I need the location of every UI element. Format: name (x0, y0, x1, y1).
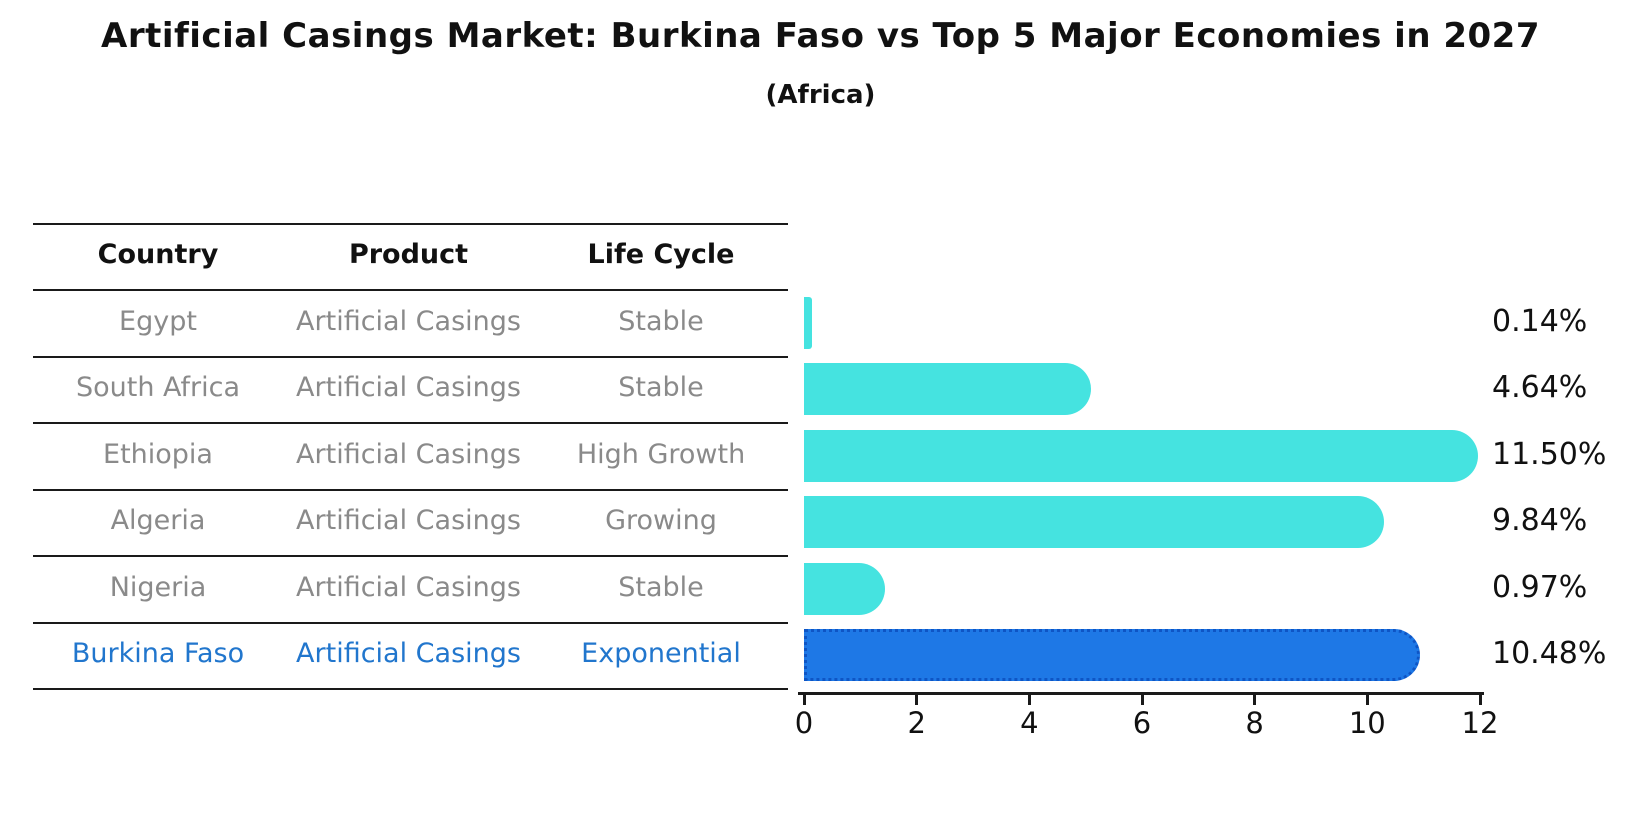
table-separator-line (33, 289, 788, 291)
bar (804, 363, 1092, 415)
table-header-row: Country Product Life Cycle (33, 239, 788, 270)
cell-country: Algeria (110, 505, 206, 536)
bar (804, 296, 812, 349)
table-row: Algeria Artificial Casings Growing (33, 505, 788, 536)
cell-country: Egypt (119, 305, 197, 337)
bar-highlighted (804, 629, 1421, 681)
x-axis-tick-mark (915, 695, 919, 705)
cell-country: Burkina Faso (71, 638, 245, 669)
value-label: 9.84% (1492, 503, 1588, 538)
cell-life-cycle: Stable (618, 372, 704, 403)
table-separator-line (33, 621, 788, 624)
chart-title: Artificial Casings Market: Burkina Faso … (101, 16, 1540, 56)
table-row: Egypt Artificial Casings Stable (33, 306, 788, 337)
x-axis-tick-label: 8 (1245, 706, 1264, 740)
x-axis-tick-label: 0 (794, 706, 814, 740)
bar (804, 562, 885, 615)
x-axis-tick-mark (1253, 695, 1257, 705)
table-row: Nigeria Artificial Casings Stable (33, 572, 788, 603)
column-header-life-cycle: Life Cycle (587, 239, 735, 270)
x-axis-tick-mark (1027, 695, 1031, 705)
table-separator-line (33, 488, 788, 491)
cell-product: Artificial Casings (296, 438, 521, 470)
table-separator-line (33, 555, 788, 557)
table-separator-line (33, 223, 788, 225)
cell-product: Artificial Casings (296, 638, 521, 669)
cell-life-cycle: Stable (618, 305, 704, 337)
x-axis-tick-mark (1365, 695, 1369, 705)
column-header-product: Product (348, 239, 469, 270)
value-label: 0.97% (1492, 569, 1588, 605)
table-separator-line (33, 355, 788, 358)
x-axis-tick-mark (1140, 695, 1144, 705)
cell-country: Ethiopia (103, 438, 213, 470)
bar (804, 429, 1478, 482)
cell-life-cycle: Exponential (581, 638, 741, 669)
cell-product: Artificial Casings (296, 305, 521, 337)
x-axis-tick-label: 4 (1020, 706, 1039, 740)
x-axis-line (798, 692, 1484, 695)
value-label: 4.64% (1492, 370, 1588, 405)
cell-product: Artificial Casings (296, 571, 521, 603)
cell-life-cycle: High Growth (576, 438, 746, 470)
x-axis-tick-label: 12 (1461, 706, 1499, 740)
x-axis-tick-mark (1478, 695, 1482, 705)
column-header-country: Country (97, 239, 219, 270)
x-axis-tick-label: 6 (1132, 706, 1152, 740)
cell-country: Nigeria (109, 571, 207, 603)
x-axis-tick-label: 10 (1348, 706, 1386, 740)
value-label: 11.50% (1492, 436, 1607, 472)
table-separator-line (33, 688, 788, 690)
cell-product: Artificial Casings (296, 372, 521, 403)
x-axis-tick-mark (802, 695, 806, 705)
table-row: Burkina Faso Artificial Casings Exponentia… (33, 638, 788, 669)
chart-subtitle: (Africa) (765, 80, 876, 110)
cell-life-cycle: Growing (605, 505, 717, 536)
table-row: Ethiopia Artificial Casings High Growth (33, 439, 788, 470)
cell-country: South Africa (75, 372, 241, 403)
cell-life-cycle: Stable (618, 571, 704, 603)
table-separator-line (33, 422, 788, 424)
table-row: South Africa Artificial Casings Stable (33, 372, 788, 403)
x-axis-tick-label: 2 (907, 706, 926, 740)
value-label: 0.14% (1492, 303, 1588, 339)
cell-product: Artificial Casings (296, 505, 521, 536)
value-label: 10.48% (1492, 636, 1607, 671)
bar (804, 496, 1385, 548)
